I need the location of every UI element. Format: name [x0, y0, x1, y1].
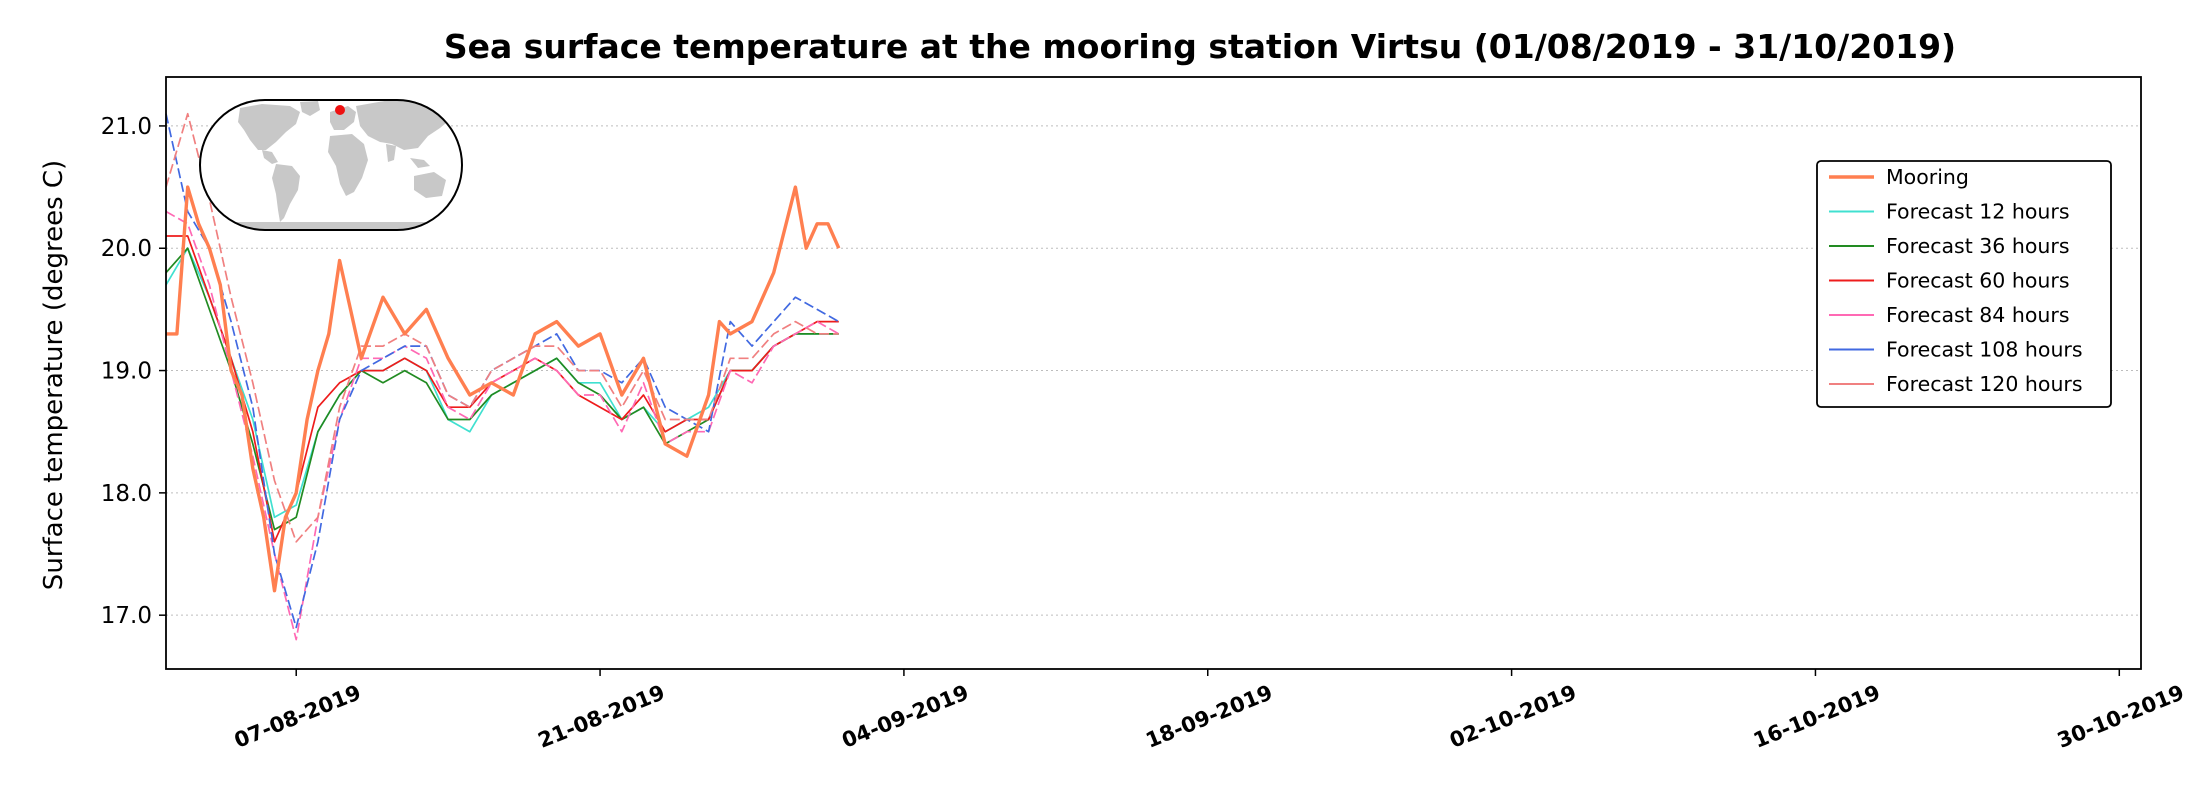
x-tick-label: 07-08-2019 [231, 680, 365, 753]
x-tick-label: 30-10-2019 [2054, 680, 2188, 753]
station-marker [335, 105, 345, 115]
x-tick-label: 21-08-2019 [535, 680, 669, 753]
y-tick-label: 19.0 [101, 359, 152, 385]
series-line-forecast-84-hours [165, 210, 840, 641]
x-tick-label: 02-10-2019 [1446, 680, 1580, 753]
chart-title: Sea surface temperature at the mooring s… [444, 27, 1956, 66]
series-line-mooring [166, 185, 841, 593]
x-tick-label: 04-09-2019 [839, 680, 973, 753]
series-line-forecast-60-hours [166, 235, 839, 543]
legend-box [1816, 160, 2112, 408]
legend: Mooring Forecast 12 hours Forecast 36 hour… [1816, 160, 2112, 408]
x-axis-ticks: 07-08-2019 21-08-2019 04-09-2019 18-09-2019… [231, 669, 2188, 753]
legend-entry-label: Forecast 60 hours [1886, 269, 2070, 293]
legend-entry-label: Forecast 12 hours [1886, 200, 2070, 224]
x-tick-label: 18-09-2019 [1142, 680, 1276, 753]
y-tick-label: 17.0 [101, 603, 152, 629]
y-axis-label: Surface temperature (degrees C) [39, 160, 69, 590]
legend-entry-label: Mooring [1886, 165, 1969, 189]
y-tick-label: 20.0 [101, 236, 152, 262]
legend-entry-label: Forecast 108 hours [1886, 338, 2083, 362]
y-axis-ticks: 17.0 18.0 19.0 20.0 21.0 [101, 114, 166, 629]
series-line-forecast-120-hours [165, 112, 839, 543]
plot-lines [165, 112, 841, 641]
y-tick-label: 18.0 [101, 481, 152, 507]
inset-world-map [199, 99, 463, 231]
legend-entry-label: Forecast 36 hours [1886, 234, 2070, 258]
x-tick-label: 16-10-2019 [1750, 680, 1884, 753]
series-line-forecast-12-hours [165, 247, 839, 519]
legend-entry-label: Forecast 120 hours [1886, 372, 2083, 396]
plot-frame [165, 76, 2142, 670]
y-tick-label: 21.0 [101, 114, 152, 140]
gridlines [166, 125, 2141, 616]
legend-entry-label: Forecast 84 hours [1886, 303, 2070, 327]
